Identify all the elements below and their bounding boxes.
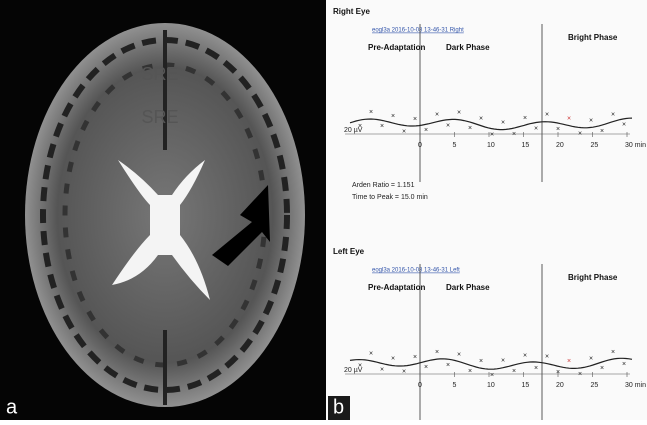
sample-mark: × [358, 362, 362, 369]
sample-mark: × [446, 362, 450, 369]
file-link: eogl3a 2016-10-08 13-46-31 Right [372, 28, 464, 34]
annotation: SRE [141, 64, 178, 84]
note: Arden Ratio = 1.151 [352, 182, 415, 189]
sample-mark: × [490, 372, 494, 379]
tick-label: 30 min [625, 382, 646, 389]
sample-mark: × [435, 349, 439, 356]
eye-title: Right Eye [333, 7, 370, 16]
note: Time to Peak = 15.0 min [352, 194, 428, 201]
tick-label: 0 [418, 382, 422, 389]
tick-label: 30 min [625, 142, 646, 149]
sample-mark: × [622, 361, 626, 368]
figure: SRE SRE a b Arden Ratio = 1.151 Time to … [0, 0, 647, 420]
sample-mark: × [611, 349, 615, 356]
phase-label: Pre-Adaptation [368, 283, 425, 292]
sample-mark: × [358, 123, 362, 130]
sample-mark: × [556, 369, 560, 376]
phase-label: Dark Phase [446, 43, 490, 52]
page: { "panels": [ {"label": "a", "annotation… [0, 0, 647, 420]
sample-mark: × [589, 355, 593, 362]
sample-mark: × [413, 354, 417, 361]
sample-mark: × [435, 112, 439, 119]
sample-mark: × [391, 113, 395, 120]
file-link: eogl3a 2016-10-08 13-46-31 Left [372, 268, 460, 274]
phase-label: Dark Phase [446, 283, 490, 292]
sample-mark: × [380, 123, 384, 130]
sample-mark: × [479, 116, 483, 123]
sample-mark: × [567, 358, 571, 365]
sample-mark: × [380, 366, 384, 373]
eog-panel [326, 0, 647, 420]
sample-mark: × [413, 116, 417, 123]
sample-mark: × [402, 128, 406, 135]
tick-label: 20 [556, 142, 564, 149]
sample-mark: × [391, 355, 395, 362]
sample-mark: × [578, 130, 582, 137]
sample-mark: × [457, 110, 461, 117]
sample-mark: × [523, 115, 527, 122]
tick-label: 10 [487, 142, 495, 149]
sample-mark: × [446, 122, 450, 129]
sample-mark: × [501, 119, 505, 126]
sample-mark: × [369, 109, 373, 116]
tick-label: 5 [453, 142, 457, 149]
eye-title: Left Eye [333, 247, 365, 256]
tick-label: 10 [487, 382, 495, 389]
sample-mark: × [501, 358, 505, 365]
sample-mark: × [545, 112, 549, 119]
sample-mark: × [512, 131, 516, 138]
tick-label: 0 [418, 142, 422, 149]
sample-mark: × [567, 115, 571, 122]
sample-mark: × [512, 368, 516, 375]
sample-mark: × [424, 364, 428, 371]
tick-label: 15 [522, 382, 530, 389]
sample-mark: × [589, 117, 593, 124]
sample-mark: × [523, 352, 527, 359]
sample-mark: × [457, 351, 461, 358]
panel-label: a [6, 396, 18, 418]
tick-label: 20 [556, 382, 564, 389]
sample-mark: × [479, 358, 483, 365]
sample-mark: × [534, 125, 538, 132]
sample-mark: × [600, 128, 604, 135]
sample-mark: × [545, 353, 549, 360]
tick-label: 5 [453, 382, 457, 389]
tick-label: 15 [522, 142, 530, 149]
annotation: SRE [141, 107, 178, 127]
sample-mark: × [402, 369, 406, 376]
sample-mark: × [600, 365, 604, 372]
sample-mark: × [578, 371, 582, 378]
phase-label: Bright Phase [568, 273, 618, 282]
panel-label: b [333, 396, 344, 418]
tick-label: 25 [591, 382, 599, 389]
phase-label: Pre-Adaptation [368, 43, 425, 52]
sample-mark: × [611, 111, 615, 118]
sample-mark: × [556, 126, 560, 133]
sample-mark: × [622, 122, 626, 129]
sample-mark: × [468, 125, 472, 132]
tick-label: 25 [591, 142, 599, 149]
sample-mark: × [424, 127, 428, 134]
sample-mark: × [468, 368, 472, 375]
sample-mark: × [490, 132, 494, 139]
sample-mark: × [534, 365, 538, 372]
phase-label: Bright Phase [568, 33, 618, 42]
sample-mark: × [369, 351, 373, 358]
